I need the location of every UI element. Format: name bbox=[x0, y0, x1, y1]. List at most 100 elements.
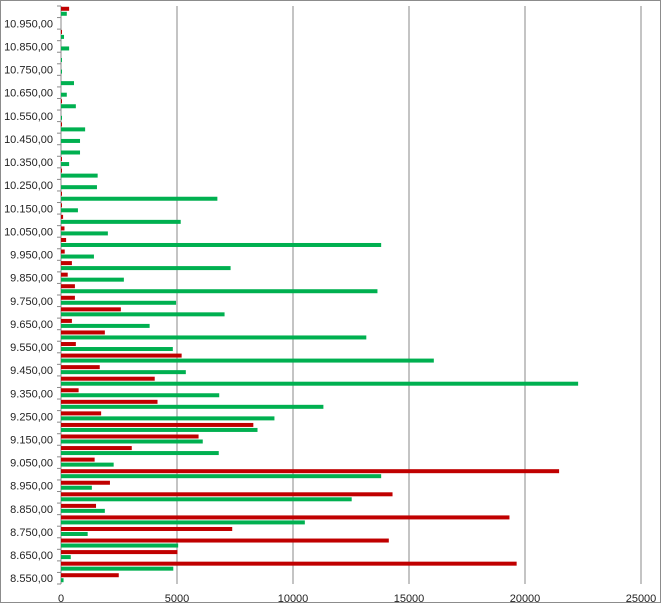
y-tick-label: 10.450,00 bbox=[4, 134, 53, 146]
x-tick-label: 25000 bbox=[626, 593, 657, 605]
y-tick-label: 9.250,00 bbox=[10, 411, 53, 423]
y-tick-label: 9.850,00 bbox=[10, 273, 53, 285]
bar-green bbox=[61, 46, 70, 51]
bar-green bbox=[61, 323, 150, 328]
bar-red bbox=[61, 538, 389, 543]
bar-green bbox=[61, 104, 76, 109]
bar-red bbox=[61, 214, 64, 219]
bar-red bbox=[61, 6, 70, 11]
bar-green bbox=[61, 219, 181, 224]
bar-green bbox=[61, 34, 65, 39]
bar-green bbox=[61, 497, 352, 502]
bar-green bbox=[61, 439, 203, 444]
bar-green bbox=[61, 289, 378, 294]
bar-green bbox=[61, 416, 275, 421]
bar-red bbox=[61, 226, 65, 231]
bar-green bbox=[61, 92, 67, 97]
bar-green bbox=[61, 404, 324, 409]
y-tick-label: 9.150,00 bbox=[10, 435, 53, 447]
bar-green bbox=[61, 138, 81, 143]
bar-red bbox=[61, 203, 62, 208]
bar-green bbox=[61, 150, 81, 155]
bar-green bbox=[61, 566, 174, 571]
bar-green bbox=[61, 381, 579, 386]
bar-red bbox=[61, 191, 62, 196]
bar-red bbox=[61, 561, 517, 566]
bar-green bbox=[61, 358, 434, 363]
y-tick-label: 9.350,00 bbox=[10, 388, 53, 400]
bar-red bbox=[61, 330, 105, 335]
y-tick-label: 10.350,00 bbox=[4, 157, 53, 169]
bar-green bbox=[61, 462, 114, 467]
y-tick-label: 10.250,00 bbox=[4, 180, 53, 192]
y-tick-label: 10.050,00 bbox=[4, 226, 53, 238]
bar-green bbox=[61, 347, 173, 352]
bar-red bbox=[61, 272, 68, 277]
bar-red bbox=[61, 515, 510, 520]
bar-green bbox=[61, 127, 86, 132]
bar-green bbox=[61, 555, 71, 560]
bar-green bbox=[61, 196, 218, 201]
bar-red bbox=[61, 168, 62, 173]
bar-red bbox=[61, 492, 393, 497]
bar-green bbox=[61, 115, 62, 120]
bar-red bbox=[61, 550, 178, 555]
bar-green bbox=[61, 543, 179, 548]
bar-red bbox=[61, 422, 254, 427]
bar-red bbox=[61, 353, 182, 358]
bar-red bbox=[61, 122, 62, 127]
bar-green bbox=[61, 242, 382, 247]
bar-red bbox=[61, 434, 199, 439]
bar-red bbox=[61, 411, 102, 416]
bar-red bbox=[61, 573, 119, 578]
bar-red bbox=[61, 526, 233, 531]
y-tick-label: 8.850,00 bbox=[10, 504, 53, 516]
y-tick-label: 9.450,00 bbox=[10, 365, 53, 377]
bar-green bbox=[61, 173, 98, 178]
y-tick-label: 10.150,00 bbox=[4, 203, 53, 215]
bar-red bbox=[61, 388, 79, 393]
bar-green bbox=[61, 393, 220, 398]
bar-green bbox=[61, 370, 186, 375]
bar-red bbox=[61, 457, 95, 462]
bar-green bbox=[61, 208, 78, 213]
bar-green bbox=[61, 485, 92, 490]
x-tick-label: 0 bbox=[58, 593, 64, 605]
bar-green bbox=[61, 81, 74, 86]
bar-green bbox=[61, 312, 225, 317]
bar-green bbox=[61, 451, 219, 456]
bar-green bbox=[61, 578, 64, 583]
y-tick-label: 10.950,00 bbox=[4, 18, 53, 30]
y-tick-label: 9.050,00 bbox=[10, 458, 53, 470]
y-tick-label: 10.550,00 bbox=[4, 111, 53, 123]
bar-green bbox=[61, 335, 367, 340]
bar-red bbox=[61, 469, 560, 474]
bar-red bbox=[61, 342, 76, 347]
y-tick-label: 10.850,00 bbox=[4, 41, 53, 53]
y-tick-label: 10.650,00 bbox=[4, 88, 53, 100]
bar-green bbox=[61, 11, 67, 16]
bar-red bbox=[61, 399, 158, 404]
bar-red bbox=[61, 318, 72, 323]
y-tick-label: 9.650,00 bbox=[10, 319, 53, 331]
y-tick-label: 9.950,00 bbox=[10, 250, 53, 262]
bar-red bbox=[61, 446, 132, 451]
bar-green bbox=[61, 300, 177, 305]
bar-green bbox=[61, 474, 382, 479]
bar-green bbox=[61, 254, 94, 259]
bar-green bbox=[61, 162, 70, 167]
bar-green bbox=[61, 531, 88, 536]
x-tick-label: 20000 bbox=[510, 593, 541, 605]
y-tick-label: 8.950,00 bbox=[10, 481, 53, 493]
bar-green bbox=[61, 58, 62, 63]
bar-red bbox=[61, 249, 65, 254]
bar-red bbox=[61, 284, 75, 289]
bar-green bbox=[61, 277, 124, 282]
bar-red bbox=[61, 480, 110, 485]
bar-green bbox=[61, 69, 62, 74]
bar-red bbox=[61, 503, 97, 508]
bar-green bbox=[61, 508, 105, 513]
bar-green bbox=[61, 427, 258, 432]
